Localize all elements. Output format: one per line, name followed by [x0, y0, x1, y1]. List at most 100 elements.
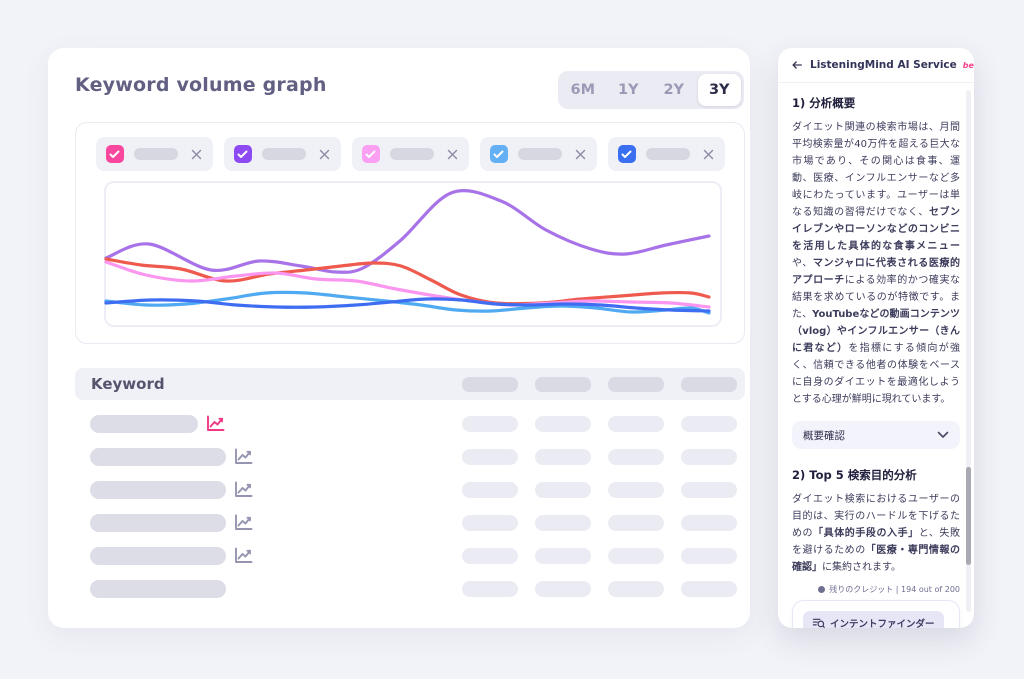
table-row[interactable]	[75, 539, 745, 572]
table-header-skeleton	[461, 376, 518, 392]
ask-input-card: インテントファインダー	[792, 600, 960, 628]
beta-badge: beta	[962, 60, 974, 70]
back-icon[interactable]	[789, 57, 805, 73]
ai-panel-header: ListeningMind AI Service beta	[778, 48, 974, 83]
keyword-table	[75, 407, 745, 605]
panel-scrollbar-track[interactable]	[966, 90, 971, 612]
panel-scrollbar-thumb[interactable]	[966, 467, 971, 565]
cell-skeleton	[680, 448, 737, 465]
summary-collapse-button[interactable]: 概要確認	[792, 421, 960, 449]
remove-keyword-icon[interactable]	[446, 148, 459, 161]
chevron-down-icon	[937, 431, 949, 439]
checkbox-checked-icon[interactable]	[361, 145, 380, 163]
table-row[interactable]	[75, 440, 745, 473]
time-range-1y[interactable]: 1Y	[607, 74, 651, 106]
keyword-skeleton	[90, 447, 226, 466]
cell-skeleton	[607, 580, 664, 597]
line-chart-icon[interactable]	[234, 547, 253, 564]
cell-skeleton	[607, 415, 664, 432]
line-chart-icon[interactable]	[206, 415, 225, 432]
legend-label-skeleton	[133, 148, 178, 160]
cell-skeleton	[461, 547, 518, 564]
keyword-volume-card: Keyword volume graph 6M 1Y 2Y 3Y	[48, 48, 750, 628]
cell-skeleton	[461, 580, 518, 597]
table-row[interactable]	[75, 473, 745, 506]
cell-skeleton	[680, 415, 737, 432]
cell-skeleton	[680, 580, 737, 597]
checkbox-checked-icon[interactable]	[489, 145, 508, 163]
remove-keyword-icon[interactable]	[190, 148, 203, 161]
legend-label-skeleton	[517, 148, 562, 160]
cell-skeleton	[461, 481, 518, 498]
chart-line-purple	[104, 189, 711, 274]
table-row[interactable]	[75, 407, 745, 440]
checkbox-checked-icon[interactable]	[233, 145, 252, 163]
cell-skeleton	[461, 415, 518, 432]
credit-dot-icon	[818, 586, 826, 593]
ai-service-panel: ListeningMind AI Service beta 1) 分析概要 ダイ…	[778, 48, 974, 628]
page-title: Keyword volume graph	[75, 74, 327, 96]
cell-skeleton	[534, 415, 591, 432]
keyword-skeleton	[90, 414, 198, 433]
legend-item	[223, 137, 341, 171]
time-range-control: 6M 1Y 2Y 3Y	[558, 71, 744, 109]
keyword-skeleton	[90, 480, 226, 499]
intent-finder-label: インテントファインダー	[830, 619, 935, 628]
credits-status: 残りのクレジット | 194 out of 200	[792, 584, 960, 595]
cell-skeleton	[461, 514, 518, 531]
ai-panel-body[interactable]: 1) 分析概要 ダイエット関連の検索市場は、月間平均検索量が40万件を超える巨大…	[778, 83, 974, 628]
time-range-3y[interactable]: 3Y	[697, 74, 741, 106]
cell-skeleton	[534, 580, 591, 597]
table-row[interactable]	[75, 572, 745, 605]
cell-skeleton	[607, 547, 664, 564]
remove-keyword-icon[interactable]	[574, 148, 587, 161]
line-chart-icon[interactable]	[234, 448, 253, 465]
time-range-2y[interactable]: 2Y	[652, 74, 696, 106]
ai-panel-title: ListeningMind AI Service	[810, 59, 957, 71]
chart-line-pink	[104, 260, 711, 309]
time-range-6m[interactable]: 6M	[561, 74, 605, 106]
remove-keyword-icon[interactable]	[702, 148, 715, 161]
chart-card	[75, 122, 745, 344]
cell-skeleton	[461, 448, 518, 465]
table-header: Keyword	[75, 368, 745, 400]
line-chart-icon[interactable]	[234, 481, 253, 498]
legend-label-skeleton	[645, 148, 690, 160]
cell-skeleton	[534, 547, 591, 564]
keyword-skeleton	[90, 579, 226, 598]
intent-finder-chip[interactable]: インテントファインダー	[803, 611, 944, 628]
chart-line-blue	[104, 297, 711, 313]
table-header-skeleton	[607, 376, 664, 392]
chart-plot-area	[104, 181, 722, 327]
section-heading: 2) Top 5 検索目的分析	[792, 468, 917, 482]
chart-legend	[76, 137, 744, 171]
legend-item	[607, 137, 725, 171]
legend-label-skeleton	[261, 148, 306, 160]
section-heading: 1) 分析概要	[792, 96, 856, 110]
cell-skeleton	[607, 514, 664, 531]
cell-skeleton	[534, 448, 591, 465]
summary-collapse-label: 概要確認	[803, 429, 845, 442]
line-chart-icon[interactable]	[234, 514, 253, 531]
legend-item	[95, 137, 213, 171]
keyword-skeleton	[90, 546, 226, 565]
chart-line-red	[104, 257, 711, 306]
table-row[interactable]	[75, 506, 745, 539]
table-header-skeleton	[534, 376, 591, 392]
checkbox-checked-icon[interactable]	[617, 145, 636, 163]
cell-skeleton	[534, 481, 591, 498]
table-header-keyword: Keyword	[91, 375, 165, 393]
remove-keyword-icon[interactable]	[318, 148, 331, 161]
table-header-skeleton	[680, 376, 737, 392]
credits-text: 残りのクレジット | 194 out of 200	[829, 585, 960, 594]
analysis-paragraph: ダイエット関連の検索市場は、月間平均検索量が40万件を超える巨大な市場であり、そ…	[792, 122, 961, 405]
checkbox-checked-icon[interactable]	[105, 145, 124, 163]
chart-line-light-blue	[104, 290, 711, 315]
legend-item	[479, 137, 597, 171]
cell-skeleton	[607, 448, 664, 465]
intent-finder-icon	[812, 617, 825, 628]
cell-skeleton	[680, 481, 737, 498]
cell-skeleton	[680, 514, 737, 531]
cell-skeleton	[680, 547, 737, 564]
cell-skeleton	[534, 514, 591, 531]
